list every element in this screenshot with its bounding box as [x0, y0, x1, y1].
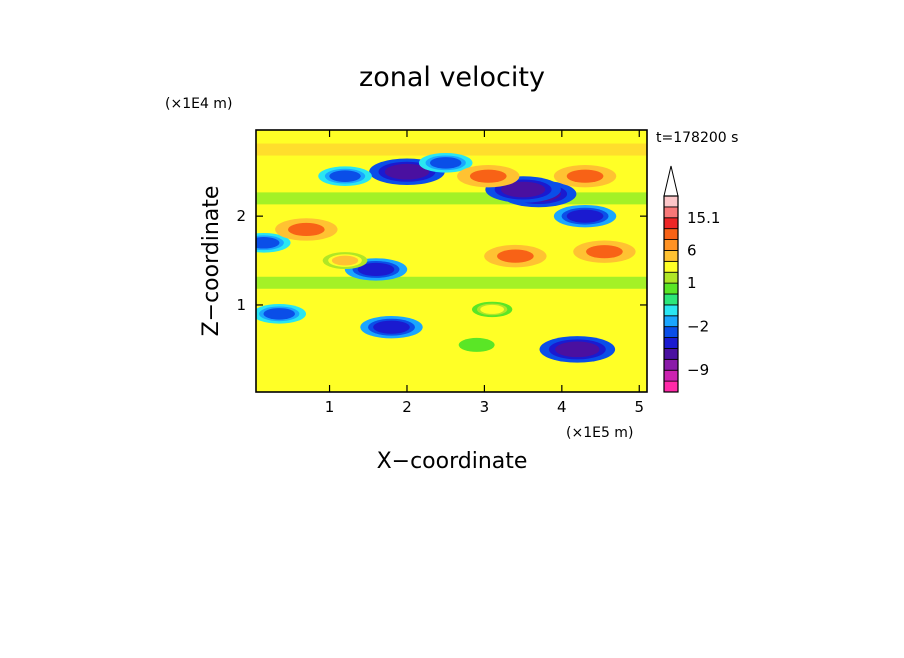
contour-feature — [275, 218, 338, 241]
contour-level — [480, 304, 505, 314]
contour-level — [586, 245, 623, 259]
contour-feature — [573, 240, 636, 263]
contour-feature — [256, 232, 291, 253]
colorbar-swatch — [663, 326, 679, 338]
contour-level — [497, 249, 534, 263]
x-tick-label: 4 — [557, 398, 567, 416]
contour-level — [256, 237, 280, 249]
contour-level — [331, 255, 359, 266]
contour-feature — [553, 164, 617, 188]
y-tick-label: 2 — [236, 207, 246, 225]
colorbar-swatch — [663, 304, 679, 317]
colorbar-swatch — [663, 195, 679, 208]
contour-level — [287, 222, 325, 237]
colorbar-label: 1 — [687, 274, 697, 292]
colorbar-swatch — [663, 348, 679, 360]
contour-band — [256, 361, 647, 374]
colorbar-swatch — [663, 337, 679, 349]
contour-feature — [256, 304, 307, 324]
x-tick-label: 1 — [325, 398, 335, 416]
contour-level — [500, 181, 546, 198]
y-unit-label: (×1E4 m) — [165, 96, 232, 112]
time-label: t=178200 s — [656, 130, 738, 146]
contour-feature — [471, 301, 513, 318]
y-axis-ticks: 12 — [236, 207, 647, 314]
colorbar-swatch — [663, 293, 679, 306]
colorbar-label: 15.1 — [687, 209, 720, 227]
x-unit-label: (×1E5 m) — [566, 425, 633, 441]
colorbar-swatch — [663, 369, 679, 382]
contour-band — [256, 276, 647, 289]
contour-band — [256, 143, 647, 156]
x-axis-title: X−coordinate — [377, 449, 528, 474]
contour-feature — [457, 164, 520, 188]
contour-feature — [360, 315, 423, 339]
x-axis-ticks: 1 2 3 4 5 — [325, 130, 644, 416]
colorbar-swatch — [663, 315, 679, 328]
colorbar-label: 6 — [687, 241, 697, 259]
contour-band — [256, 192, 647, 205]
colorbar-label: −9 — [687, 361, 709, 379]
contour-level — [555, 341, 600, 358]
colorbar-swatch — [663, 228, 679, 240]
colorbar-swatch — [663, 260, 679, 273]
contour-feature — [553, 204, 617, 228]
colorbar-swatch — [663, 271, 679, 284]
contour-level — [357, 262, 395, 277]
contour-level — [384, 163, 430, 180]
colorbar-swatch — [663, 282, 679, 295]
colorbar: 15.1 6 1 −2 −9 — [663, 165, 720, 393]
contour-feature — [322, 252, 368, 269]
contour-feature — [458, 337, 495, 352]
contour-level — [329, 170, 361, 182]
contour-feature — [418, 153, 473, 173]
contour-feature — [539, 336, 616, 363]
colorbar-swatch — [663, 358, 679, 371]
contour-field — [256, 130, 647, 392]
contour-level — [566, 169, 604, 183]
contour-level — [566, 209, 604, 223]
contour-feature — [318, 166, 372, 186]
colorbar-swatch — [663, 239, 679, 251]
contour-level — [263, 308, 295, 320]
colorbar-label: −2 — [687, 318, 709, 336]
x-tick-label: 3 — [480, 398, 490, 416]
y-axis-title: Z−coordinate — [199, 186, 224, 337]
colorbar-extend-arrow — [663, 165, 679, 197]
contour-level — [466, 340, 488, 350]
x-tick-label: 2 — [402, 398, 412, 416]
contour-level — [429, 157, 462, 169]
x-tick-label: 5 — [634, 398, 644, 416]
contour-level — [469, 169, 507, 183]
chart-title: zonal velocity — [359, 62, 545, 93]
plot-frame — [255, 129, 648, 393]
colorbar-swatch — [663, 206, 679, 219]
colorbar-swatch — [663, 380, 679, 393]
colorbar-swatch — [663, 250, 679, 262]
y-tick-label: 1 — [236, 296, 246, 314]
contour-feature — [484, 244, 547, 268]
contour-level — [373, 320, 410, 334]
colorbar-swatch — [663, 217, 679, 230]
colorbar-frame — [663, 195, 679, 393]
